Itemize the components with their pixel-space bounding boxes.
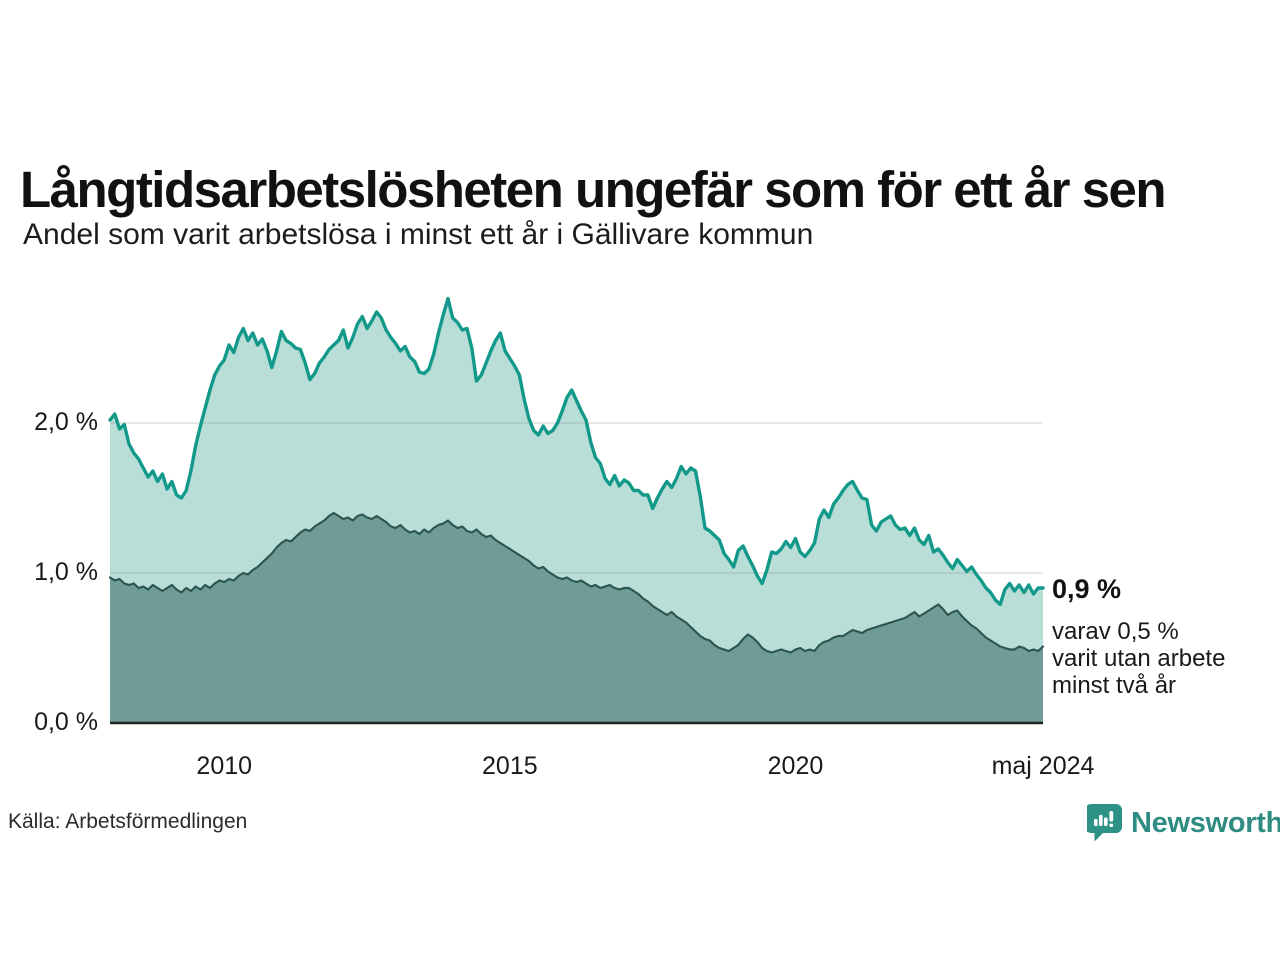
end-value-detail-line-2: varit utan arbete (1052, 645, 1226, 672)
end-value-detail-line-3: minst två år (1052, 672, 1177, 699)
end-value-1yr: 0,9 % (1052, 574, 1122, 604)
line-unemployed-min-2yr (108, 511, 1045, 654)
end-value-annotation: 0,9 % varav 0,5 % varit utan arbete mins… (1052, 574, 1272, 699)
y-axis-tick-label-2: 2,0 % (34, 408, 98, 436)
area-unemployed-min-2yr (110, 513, 1043, 723)
newsworthy-logo: Newsworthy (1087, 804, 1280, 842)
x-axis-tick-label-2020: 2020 (767, 752, 824, 780)
y-axis-tick-label-1: 1,0 % (34, 558, 98, 586)
x-axis-tick-label-2015: 2015 (482, 752, 538, 780)
page-title: Långtidsarbetslösheten ungefär som för e… (20, 161, 1167, 219)
line-unemployed-min-1yr (108, 296, 1045, 607)
newsworthy-wordmark: Newsworthy (1131, 806, 1280, 839)
y-axis-tick-label-0: 0,0 % (34, 708, 98, 736)
end-value-detail-line-1: varav 0,5 % (1052, 618, 1179, 645)
x-axis-tick-label-2010: 2010 (196, 752, 253, 780)
x-axis-tick-label-maj-2024: maj 2024 (991, 752, 1095, 780)
source-credit: Källa: Arbetsförmedlingen (8, 810, 248, 833)
newsworthy-bubble-chart-icon (1087, 804, 1122, 842)
page-subtitle: Andel som varit arbetslösa i minst ett å… (23, 218, 814, 251)
